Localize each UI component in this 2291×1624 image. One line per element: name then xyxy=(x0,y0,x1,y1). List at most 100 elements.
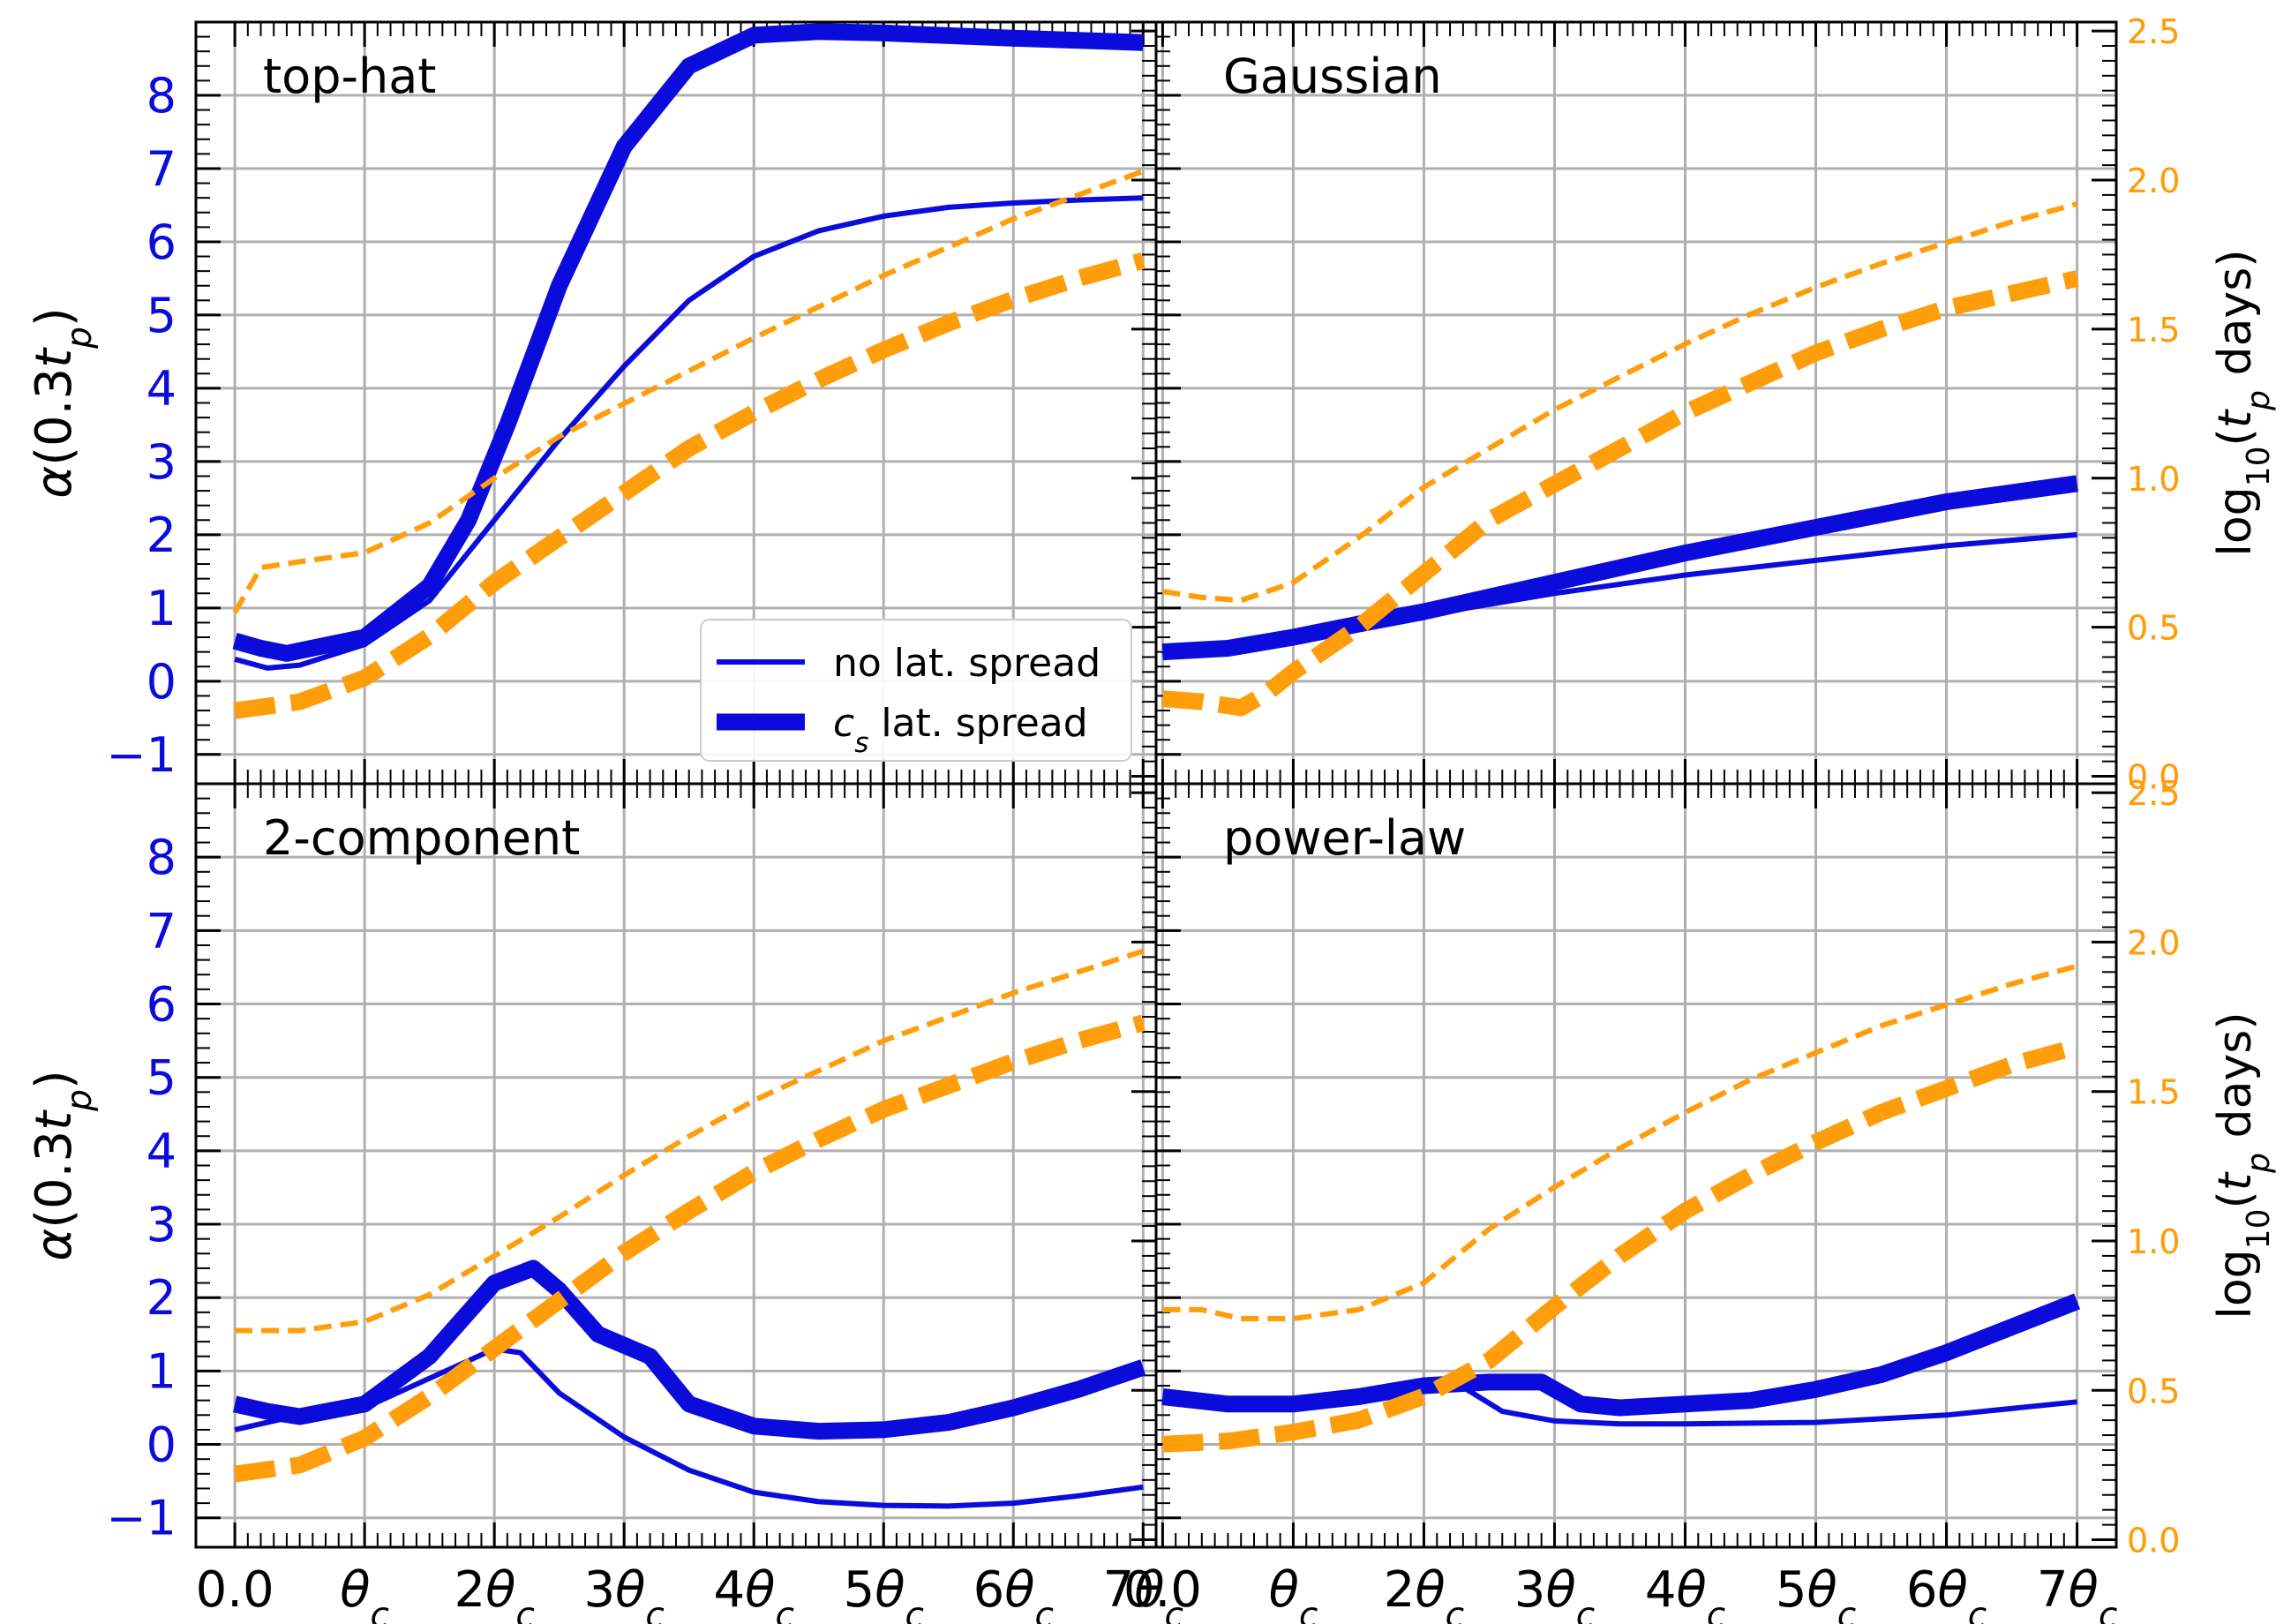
y-tick-label-left: 6 xyxy=(146,214,177,270)
y-tick-label-right: 1.0 xyxy=(2127,460,2180,499)
grid xyxy=(196,784,1156,1547)
x-tick-label: 5θc xyxy=(844,1561,924,1624)
x-tick-label: θc xyxy=(340,1561,389,1624)
y-tick-label-right: 1.0 xyxy=(2127,1222,2180,1261)
y-tick-label-left: −1 xyxy=(106,1491,177,1546)
legend-label: cs lat. spread xyxy=(833,701,1088,759)
x-tick-label: 4θc xyxy=(1645,1561,1725,1624)
x-tick-label: 0.0 xyxy=(196,1561,274,1619)
series-line-solid-thick xyxy=(1161,1293,2081,1417)
panel-top-right: Gaussian 0.0 0.5 1.0 1.5 2.0 2.5 log10(tp days) xyxy=(1154,12,2277,797)
series-group xyxy=(1161,201,2079,717)
series-line-dashed-thick xyxy=(233,1014,1146,1483)
y-tick-label-right: 0.0 xyxy=(2127,1522,2180,1560)
y-tick-label-left: 1 xyxy=(146,1343,177,1399)
y-tick-label-right: 0.5 xyxy=(2127,609,2180,648)
legend-box xyxy=(700,619,1132,762)
x-tick-label: 2θc xyxy=(1384,1561,1464,1624)
y-tick-label-left: 4 xyxy=(146,1124,177,1179)
major-ticks xyxy=(1156,22,2116,784)
x-tick-label: 6θc xyxy=(1906,1561,1987,1624)
x-tick-label: 2θc xyxy=(454,1561,534,1624)
y-tick-label-right: 0.5 xyxy=(2127,1372,2180,1410)
series-line-dashed-thin xyxy=(232,169,1145,614)
x-tick-label: 4θc xyxy=(714,1561,794,1624)
y-tick-label-right: 1.0 xyxy=(2127,1222,2180,1261)
series-line-dashed-thick xyxy=(1161,1038,2080,1453)
minor-ticks xyxy=(1156,784,2116,1547)
x-tick-label: 0.0 xyxy=(1123,1561,1202,1619)
legend: no lat. spread cs lat. spread xyxy=(700,619,1132,762)
y-tick-label-right: 2.0 xyxy=(2127,162,2180,200)
y-tick-label-left: 2 xyxy=(146,1270,177,1326)
y-tick-label-right: 0.5 xyxy=(2127,1372,2180,1410)
y-tick-label-left: 0 xyxy=(146,1417,177,1473)
x-tick-label: 7θc xyxy=(2037,1561,2117,1624)
series-line-dashed-thin xyxy=(235,948,1145,1334)
axes-frame xyxy=(1154,782,2118,1549)
y-tick-label-right: 1.5 xyxy=(2127,1073,2180,1112)
series-line-solid-thick xyxy=(233,1259,1146,1440)
x-tick-label: 5θc xyxy=(1776,1561,1856,1624)
panel-title: 2-component xyxy=(263,810,580,866)
y-axis-label-left: α(0.3tp) xyxy=(26,1070,100,1260)
y-tick-label-right: 2.5 xyxy=(2127,12,2180,51)
major-ticks xyxy=(196,784,1156,1547)
series-group xyxy=(1161,963,2081,1453)
y-tick-label-right: 1.0 xyxy=(2127,460,2180,499)
y-tick-label-left: 7 xyxy=(146,141,177,197)
y-tick-label-right: 2.0 xyxy=(2127,923,2180,962)
major-ticks xyxy=(196,22,1156,784)
y-tick-label-left: −1 xyxy=(106,727,177,783)
y-tick-label-left: 7 xyxy=(146,903,177,959)
y-tick-label-right: 1.5 xyxy=(2127,1073,2180,1112)
y-tick-label-left: 8 xyxy=(146,68,177,124)
y-tick-label-left: 8 xyxy=(146,830,177,885)
y-tick-label-right: 0.5 xyxy=(2127,609,2180,648)
y-tick-label-right: 2.0 xyxy=(2127,923,2180,962)
panel-top-left: top-hat −1 0 1 2 3 4 5 6 7 8 0.0 0.5 1.0 1.5 2.0 2.5 α(0.… xyxy=(26,12,2180,796)
y-tick-label-right: 0.0 xyxy=(2127,1522,2180,1560)
legend-label: no lat. spread xyxy=(833,641,1100,686)
series-group xyxy=(232,23,1146,719)
series-line-dashed-thick xyxy=(1161,270,2079,717)
x-tick-label: 6θc xyxy=(973,1561,1054,1624)
major-ticks xyxy=(1156,784,2116,1547)
y-axis-label-right: log10(tp days) xyxy=(2209,1011,2277,1319)
x-tick-label: 7θc xyxy=(1103,1561,1183,1624)
y-axis-label-left: α(0.3tp) xyxy=(26,307,100,498)
panel-title: power-law xyxy=(1223,810,1466,866)
minor-ticks xyxy=(1156,22,2116,784)
series-line-solid-thin xyxy=(234,195,1144,671)
y-tick-label-right: 0.0 xyxy=(2127,758,2180,797)
panel-title: top-hat xyxy=(263,49,436,104)
x-tick-label: θc xyxy=(1269,1561,1318,1624)
y-tick-label-right: 2.5 xyxy=(2127,12,2180,51)
panel-title: Gaussian xyxy=(1223,49,1442,104)
panel-bottom-right: power-law 0.0 θc 2θc 3θc 4θc 5θc 6θc 7θc 0.0 0.5 1.… xyxy=(1123,774,2277,1624)
series-line-solid-thick xyxy=(1161,475,2078,661)
y-axis-label-right: log10(tp days) xyxy=(2209,249,2277,556)
y-tick-label-left: 1 xyxy=(146,581,177,636)
y-tick-label-right: 2.0 xyxy=(2127,162,2180,200)
x-tick-label: 3θc xyxy=(1514,1561,1595,1624)
x-tick-label: 3θc xyxy=(584,1561,665,1624)
y-tick-label-right: 0.0 xyxy=(2127,758,2180,797)
y-tick-label-left: 5 xyxy=(146,288,177,343)
y-tick-label-left: 4 xyxy=(146,361,177,417)
series-line-solid-thick xyxy=(232,23,1144,662)
y-tick-label-right: 1.5 xyxy=(2127,311,2180,350)
series-line-dashed-thick xyxy=(233,252,1146,719)
y-tick-label-left: 2 xyxy=(146,508,177,563)
y-tick-label-left: 3 xyxy=(146,1197,177,1252)
y-tick-label-left: 0 xyxy=(146,654,177,710)
series-line-dashed-thin xyxy=(1162,963,2078,1321)
y-tick-label-right: 2.5 xyxy=(2127,774,2180,813)
y-tick-label-left: 6 xyxy=(146,977,177,1033)
series-line-dashed-thin xyxy=(1161,201,2078,604)
y-tick-label-left: 3 xyxy=(146,434,177,490)
y-tick-label-right: 1.5 xyxy=(2127,311,2180,350)
series-group xyxy=(233,948,1146,1509)
